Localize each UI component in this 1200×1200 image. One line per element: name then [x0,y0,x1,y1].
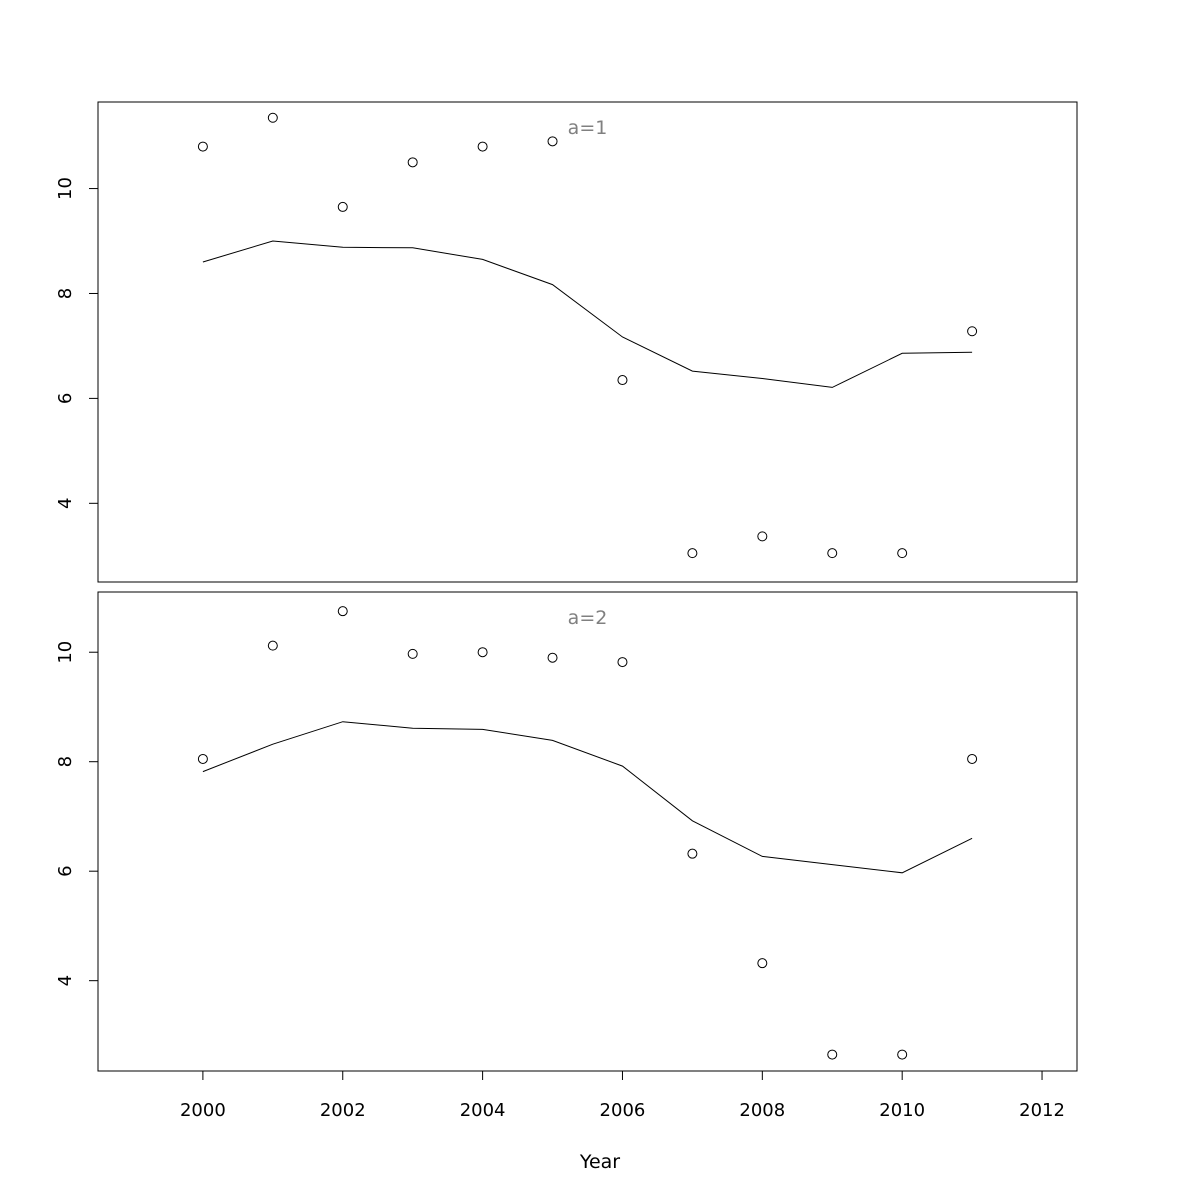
observed-point [547,652,558,663]
observed-point [897,548,908,559]
observed-point [617,657,628,668]
observed-point [757,531,768,542]
y-tick-label: 6 [55,393,76,404]
y-tick-label: 4 [55,498,76,509]
observed-point [477,141,488,152]
observed-point [687,548,698,559]
x-axis-title: Year [579,1151,620,1173]
observed-point [197,753,208,764]
observed-point [547,136,558,147]
observed-point [897,1049,908,1060]
observed-point [337,606,348,617]
observed-point [337,201,348,212]
observed-point [197,141,208,152]
x-axis: 2000 2002 2004 2006 2008 2010 2012 [180,1070,1065,1121]
x-tick-label: 2010 [879,1100,925,1121]
panel-title: a=1 [568,117,608,139]
observed-point [757,958,768,969]
observed-point [617,375,628,386]
x-tick-label: 2004 [460,1100,506,1121]
observed-point [827,1049,838,1060]
observed-point [827,548,838,559]
observed-point [267,112,278,123]
panel-a1: a=1 4 6 8 10 [55,101,1078,583]
y-tick-label: 8 [55,756,76,767]
x-tick-label: 2008 [739,1100,785,1121]
panel-frame [97,591,1078,1072]
y-tick-label: 10 [55,641,76,664]
fitted-line [202,721,973,874]
y-tick-label: 6 [55,865,76,876]
fitted-line [202,240,973,388]
x-tick-label: 2002 [320,1100,366,1121]
observed-point [967,753,978,764]
panel-a2: a=2 4 6 8 10 [55,591,1078,1072]
observed-point [407,648,418,659]
panel-title: a=2 [568,607,608,629]
observed-point [267,640,278,651]
y-tick-label: 4 [55,975,76,986]
x-tick-label: 2006 [600,1100,646,1121]
panel-frame [97,101,1078,583]
observed-point [407,157,418,168]
y-tick-label: 10 [55,177,76,200]
x-tick-label: 2000 [180,1100,226,1121]
observed-point [687,848,698,859]
x-tick-label: 2012 [1019,1100,1065,1121]
observed-point [967,326,978,337]
observed-point [477,647,488,658]
y-tick-label: 8 [55,288,76,299]
